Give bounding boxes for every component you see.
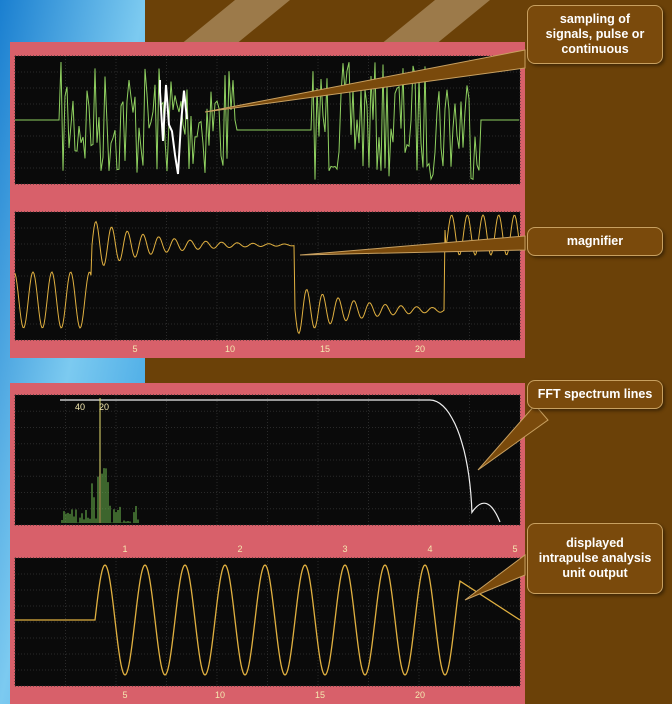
callout-pointer bbox=[204, 49, 526, 113]
waveform bbox=[15, 61, 519, 181]
x-tick-label: 20 bbox=[99, 402, 109, 412]
waveform bbox=[15, 564, 521, 676]
x-tick-label: 3 bbox=[342, 544, 347, 554]
callout-pointer bbox=[299, 235, 526, 256]
stripe bbox=[180, 0, 290, 45]
x-tick-label: 40 bbox=[75, 402, 85, 412]
x-tick-label: 4 bbox=[427, 544, 432, 554]
x-tick-label: 1 bbox=[122, 544, 127, 554]
x-tick-label: 10 bbox=[225, 344, 235, 354]
x-tick-label: 2 bbox=[237, 544, 242, 554]
x-tick-label: 20 bbox=[415, 344, 425, 354]
callout-pointer bbox=[477, 404, 549, 471]
x-tick-label: 15 bbox=[320, 344, 330, 354]
callout: magnifier bbox=[527, 227, 663, 256]
callout: sampling of signals, pulse or continuous bbox=[527, 5, 663, 64]
x-tick-label: 10 bbox=[215, 690, 225, 700]
waveform bbox=[14, 214, 521, 335]
callout: displayed intrapulse analysis unit outpu… bbox=[527, 523, 663, 594]
callout: FFT spectrum lines bbox=[527, 380, 663, 409]
callout-pointer bbox=[464, 554, 526, 601]
x-tick-label: 15 bbox=[315, 690, 325, 700]
x-tick-label: 5 bbox=[122, 690, 127, 700]
x-tick-label: 20 bbox=[415, 690, 425, 700]
waveform bbox=[159, 80, 188, 175]
x-tick-label: 5 bbox=[132, 344, 137, 354]
stripe bbox=[380, 0, 490, 45]
waveform bbox=[60, 399, 501, 523]
x-tick-label: 5 bbox=[512, 544, 517, 554]
